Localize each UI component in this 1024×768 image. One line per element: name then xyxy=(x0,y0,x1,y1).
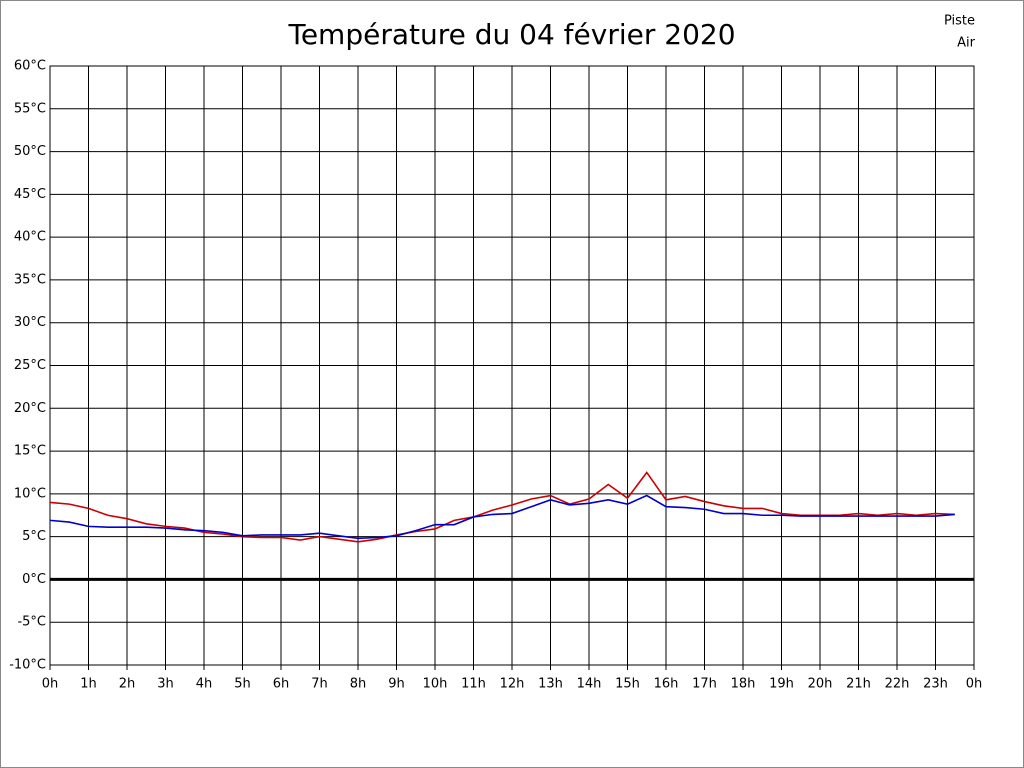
y-tick-label: 40°C xyxy=(14,230,46,245)
chart-title: Température du 04 février 2020 xyxy=(287,18,735,51)
series-line xyxy=(49,471,955,543)
legend-label: Piste xyxy=(944,14,975,29)
x-tick-label: 21h xyxy=(846,677,871,692)
x-tick-label: 0h xyxy=(966,677,983,692)
x-tick-label: 23h xyxy=(923,677,948,692)
y-tick-label: -10°C xyxy=(9,658,46,673)
legend-label: Air xyxy=(957,36,976,51)
x-tick-label: 19h xyxy=(769,677,794,692)
y-tick-label: 15°C xyxy=(14,444,46,459)
y-tick-label: 5°C xyxy=(22,529,46,544)
x-tick-label: 10h xyxy=(423,677,448,692)
x-tick-label: 0h xyxy=(42,677,59,692)
x-tick-label: 17h xyxy=(692,677,717,692)
x-tick-label: 20h xyxy=(808,677,833,692)
y-tick-label: 25°C xyxy=(14,358,46,373)
y-tick-label: 10°C xyxy=(14,486,46,501)
x-tick-label: 15h xyxy=(615,677,640,692)
x-tick-label: 5h xyxy=(234,677,251,692)
x-tick-label: 11h xyxy=(461,677,486,692)
x-tick-label: 6h xyxy=(273,677,290,692)
y-tick-label: 60°C xyxy=(14,59,46,74)
x-tick-label: 7h xyxy=(311,677,328,692)
x-tick-label: 4h xyxy=(196,677,213,692)
x-tick-label: 22h xyxy=(885,677,910,692)
y-tick-label: 0°C xyxy=(22,572,46,587)
y-tick-label: 30°C xyxy=(14,315,46,330)
x-tick-label: 8h xyxy=(350,677,367,692)
y-tick-label: 45°C xyxy=(14,187,46,202)
x-tick-label: 13h xyxy=(538,677,563,692)
y-tick-label: 20°C xyxy=(14,401,46,416)
y-tick-label: -5°C xyxy=(17,615,46,630)
x-tick-label: 9h xyxy=(388,677,405,692)
series-line xyxy=(49,494,955,540)
x-tick-label: 12h xyxy=(500,677,525,692)
x-tick-label: 14h xyxy=(577,677,602,692)
y-tick-label: 55°C xyxy=(14,101,46,116)
y-tick-label: 50°C xyxy=(14,144,46,159)
x-tick-label: 18h xyxy=(731,677,756,692)
y-tick-label: 35°C xyxy=(14,272,46,287)
x-tick-label: 16h xyxy=(654,677,679,692)
x-tick-label: 3h xyxy=(157,677,174,692)
x-tick-label: 2h xyxy=(119,677,136,692)
x-tick-label: 1h xyxy=(80,677,97,692)
